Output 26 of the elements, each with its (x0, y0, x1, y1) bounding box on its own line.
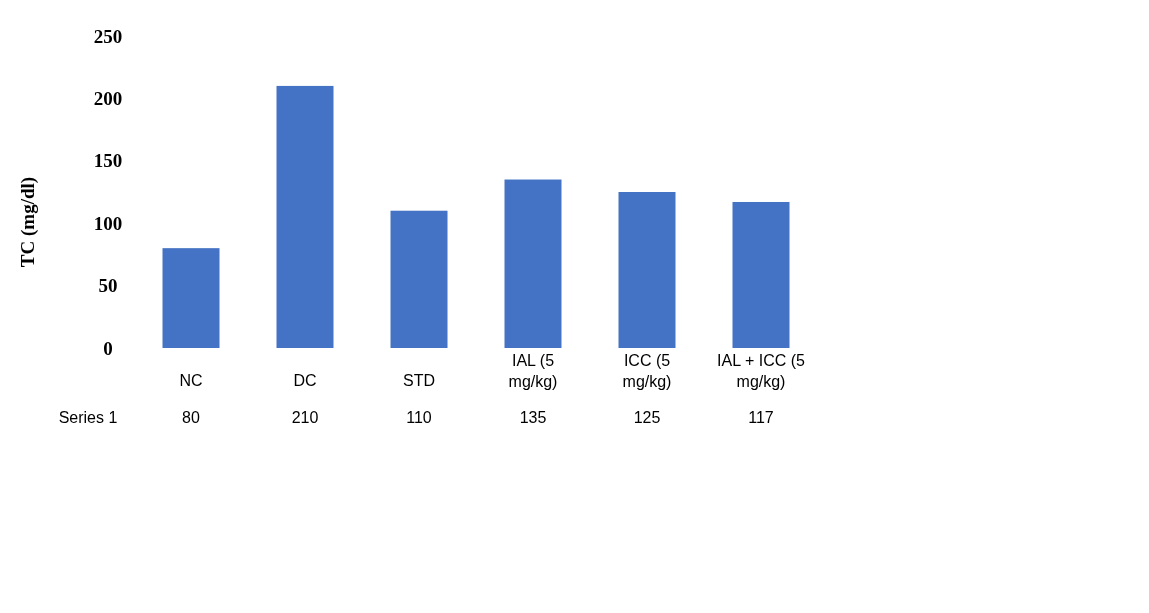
x-tick-label: ICC (5 mg/kg) (622, 352, 672, 390)
bar (732, 201, 790, 348)
y-tick-label: 0 (103, 337, 113, 359)
y-tick-label: 50 (98, 275, 118, 297)
x-tick-label: IAL + ICC (5 mg/kg) (717, 352, 806, 390)
bar (618, 192, 676, 348)
bar (276, 85, 334, 348)
data-label: 117 (748, 409, 774, 426)
bar (390, 210, 448, 348)
x-tick-label: STD (403, 372, 435, 389)
x-tick-label: IAL (5 mg/kg) (508, 352, 558, 390)
data-label: 125 (633, 409, 661, 426)
y-tick-label: 100 (93, 212, 123, 234)
data-label: 80 (182, 409, 200, 426)
y-tick-label: 250 (93, 25, 123, 47)
data-label: 110 (406, 409, 432, 426)
x-tick-label: DC (293, 372, 317, 389)
y-tick-label: 150 (93, 150, 123, 172)
bar (162, 248, 220, 348)
bar (504, 179, 562, 348)
data-label: 135 (519, 409, 547, 426)
x-tick-label: NC (179, 372, 203, 389)
data-label: 210 (291, 409, 319, 426)
y-axis-title: TC (mg/dl) (17, 176, 39, 268)
y-tick-label: 200 (93, 88, 123, 110)
text: Series 1 (58, 409, 118, 426)
